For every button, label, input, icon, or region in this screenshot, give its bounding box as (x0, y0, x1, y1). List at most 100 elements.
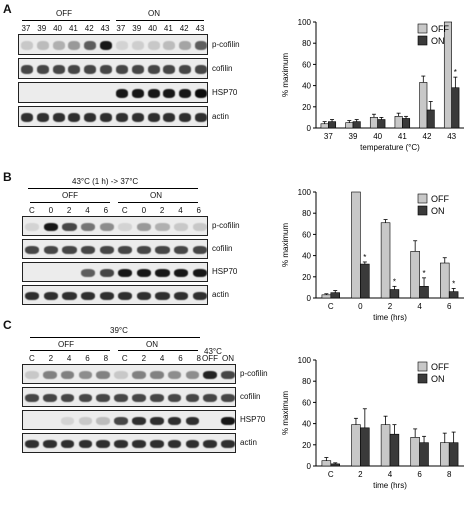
blot-band (195, 113, 207, 122)
blot-band (132, 417, 146, 425)
lane-label: 4 (66, 354, 72, 363)
panel-c-condition: 39°C (110, 326, 128, 335)
blot-band (118, 246, 133, 254)
panel-c-condition2: 43°C (204, 347, 222, 356)
bar-on (426, 109, 435, 129)
bar-on (330, 292, 340, 299)
x-tick-label: 2 (388, 302, 393, 311)
bar-on (419, 286, 429, 299)
panel-c-off-line (30, 350, 110, 351)
lane-label: 6 (178, 354, 183, 363)
blot-band (203, 394, 218, 402)
blot-band (132, 371, 146, 379)
bar-on (451, 87, 460, 129)
blot-band (68, 41, 81, 50)
bar-off (440, 442, 450, 467)
blot-strip (22, 262, 208, 282)
blot-strip (22, 410, 236, 430)
blot-band (43, 292, 58, 300)
blot-band (179, 41, 192, 50)
lane-label: 2 (48, 354, 54, 363)
legend-label-off: OFF (431, 362, 449, 372)
lane-label: C (28, 354, 35, 363)
blot-band (132, 440, 146, 448)
x-tick-label: 41 (398, 132, 407, 141)
blot-band (149, 371, 164, 379)
bar-off (410, 251, 420, 299)
blot-band (174, 269, 189, 277)
bar-on (360, 263, 370, 299)
y-tick-label: 20 (302, 273, 311, 282)
panel-b-lane-labels: C 0 2 4 6 C 0 2 4 6 (22, 206, 208, 215)
blot-band (100, 41, 113, 50)
y-tick-label: 20 (302, 103, 311, 112)
significance-asterisk: * (422, 269, 425, 278)
panel-b-off-line (30, 202, 110, 203)
bar-on (389, 289, 400, 299)
blot-band (174, 292, 189, 300)
bar-off (440, 262, 450, 299)
blot-band (185, 394, 200, 402)
blot-band (221, 440, 235, 448)
lane-label: ON (222, 354, 234, 363)
blot-band (131, 89, 144, 98)
blot-band (147, 41, 160, 50)
blot-band (25, 246, 40, 254)
blot-band (52, 65, 65, 74)
blot-strip (22, 433, 236, 453)
blot-band (36, 41, 49, 50)
x-axis-label: temperature (°C) (360, 143, 420, 152)
lane-label: 6 (103, 206, 109, 215)
blot-band (96, 394, 111, 402)
bar-on (402, 118, 411, 129)
blot-label: p-cofilin (240, 369, 268, 378)
panel-a-lane-labels: 37 39 40 41 42 43 37 39 40 41 42 43 (18, 24, 208, 33)
blot-band (52, 41, 65, 50)
blot-band (96, 440, 111, 448)
blot-band (36, 65, 49, 74)
blot-band (131, 41, 144, 50)
blot-strip (22, 387, 236, 407)
bar-on (419, 442, 429, 467)
blot-label: cofilin (212, 63, 233, 73)
x-tick-label: 4 (388, 470, 393, 479)
legend-label-off: OFF (431, 24, 449, 34)
lane-label: 8 (196, 354, 201, 363)
blot-band (78, 417, 93, 425)
blot-band (131, 113, 144, 122)
y-tick-label: 0 (307, 124, 312, 133)
bar-off (321, 460, 332, 467)
blot-band (155, 292, 170, 300)
panel-c-condition-line (30, 337, 200, 338)
blot-band (136, 246, 151, 254)
lane-label: 6 (85, 354, 90, 363)
blot-band (60, 371, 75, 379)
blot-band (179, 65, 192, 74)
blot-band (20, 41, 33, 50)
y-tick-label: 60 (302, 398, 311, 407)
y-tick-label: 60 (302, 230, 311, 239)
blot-band (25, 371, 39, 379)
blot-band (43, 223, 58, 231)
panel-a-off-label: OFF (56, 9, 72, 18)
y-axis-label: % maximum (281, 391, 290, 435)
blot-band (203, 440, 218, 448)
bar-on (360, 427, 370, 467)
blot-band (149, 394, 164, 402)
lane-label: 0 (48, 206, 54, 215)
blot-band (118, 292, 133, 300)
blot-band (163, 41, 176, 50)
blot-strip (18, 58, 208, 79)
lane-label: 43 (100, 24, 110, 33)
lane-label: 37 (21, 24, 31, 33)
chart-b: 0 20 40 60 80 100 % maximum C 0 * 2 * 4 * 6 * time (hrs)… (281, 188, 464, 322)
lane-label: C (121, 206, 128, 215)
lane-label: 39 (37, 24, 47, 33)
legend-swatch-off (417, 23, 428, 34)
bar-on (448, 291, 459, 299)
blot-band (78, 371, 93, 379)
blot-band (118, 269, 133, 277)
legend-swatch-on (417, 205, 428, 216)
x-tick-label: 4 (417, 302, 422, 311)
panel-b-condition-line (28, 188, 198, 189)
